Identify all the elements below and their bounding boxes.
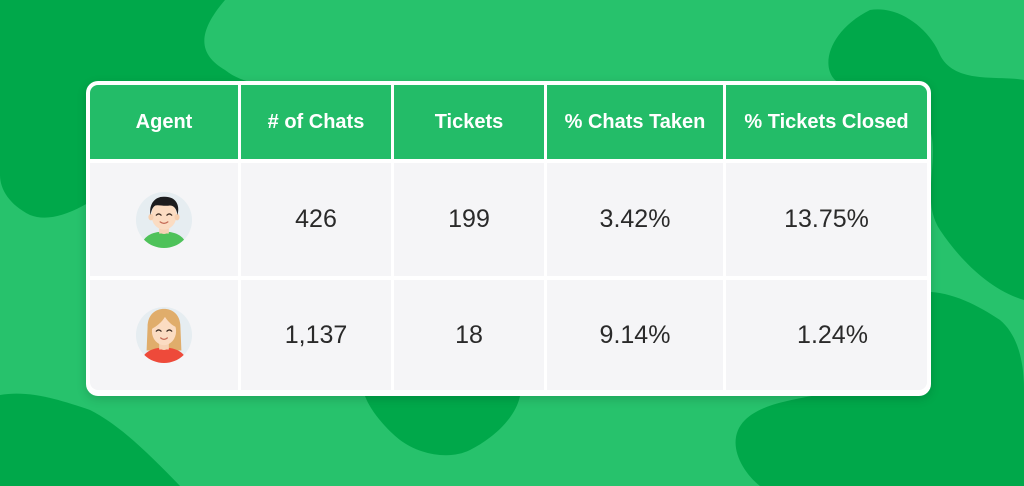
chats-taken-value: 3.42% [547,163,723,276]
chats-taken-value: 9.14% [547,280,723,390]
tickets-value: 199 [394,163,544,276]
chats-value: 426 [241,163,391,276]
header-tickets: Tickets [394,85,544,159]
header-chats: # of Chats [241,85,391,159]
header-tickets-closed: % Tickets Closed [726,85,927,159]
tickets-closed-value: 1.24% [726,280,927,390]
background-blob-bottom-left [0,393,180,486]
header-chats-taken: % Chats Taken [547,85,723,159]
agent-cell [90,280,238,390]
chats-value: 1,137 [241,280,391,390]
tickets-closed-value: 13.75% [726,163,927,276]
header-agent: Agent [90,85,238,159]
background-blob-bottom-center [365,396,520,456]
stats-table: Agent # of Chats Tickets % Chats Taken %… [90,85,927,392]
agent-cell [90,163,238,276]
tickets-value: 18 [394,280,544,390]
male-agent-avatar-icon [135,191,193,248]
stats-table-card: Agent # of Chats Tickets % Chats Taken %… [86,81,931,396]
female-agent-avatar-icon [135,306,193,364]
